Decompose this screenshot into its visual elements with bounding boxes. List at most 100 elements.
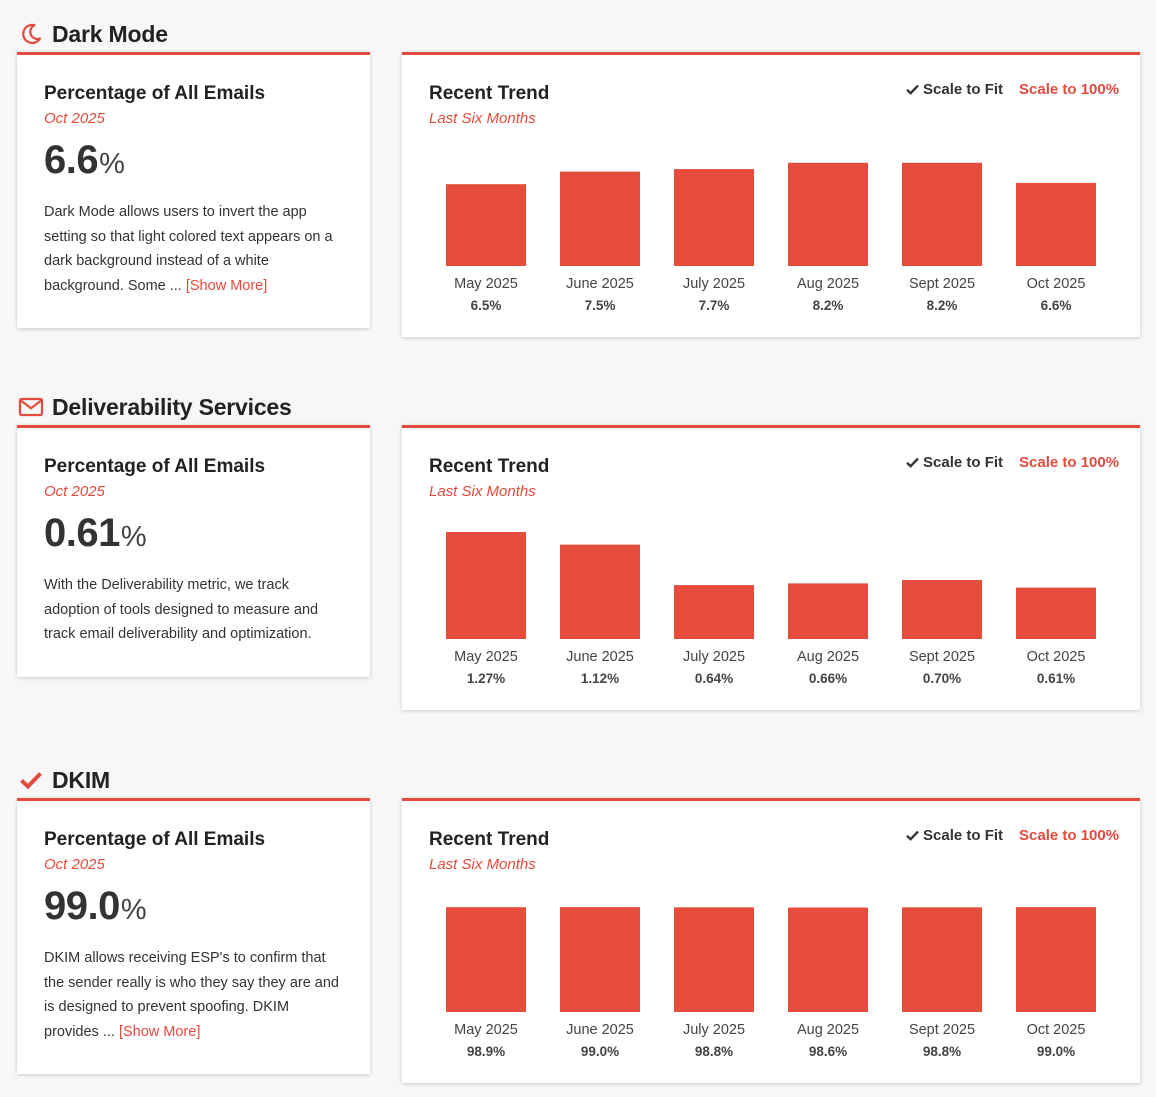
trend-header: Recent Trend Last Six Months bbox=[429, 83, 549, 127]
section-title: DKIM bbox=[52, 766, 110, 793]
description-text: Dark Mode allows users to invert the app… bbox=[44, 204, 333, 294]
section-header: DKIM bbox=[18, 760, 110, 800]
checkmark-icon bbox=[906, 457, 919, 468]
card-subtitle: Oct 2025 bbox=[44, 483, 105, 500]
trend-card: Recent Trend Last Six Months Scale to Fi… bbox=[402, 52, 1140, 337]
summary-card: Percentage of All Emails Oct 2025 0.61% … bbox=[17, 425, 370, 677]
card-title: Percentage of All Emails bbox=[44, 83, 266, 104]
scale-to-fit-label: Scale to Fit bbox=[923, 454, 1004, 471]
checkmark-icon bbox=[18, 767, 44, 793]
bar-1[interactable] bbox=[560, 171, 640, 266]
big-percentage: 6.6% bbox=[44, 138, 343, 186]
scale-to-100-button[interactable]: Scale to 100% bbox=[1019, 81, 1120, 98]
scale-to-fit-button[interactable]: Scale to Fit bbox=[906, 454, 1003, 471]
value-label-4: 8.2% bbox=[927, 298, 958, 313]
bar-0[interactable] bbox=[446, 907, 526, 1012]
bar-4[interactable] bbox=[902, 162, 982, 266]
bar-2[interactable] bbox=[674, 169, 754, 266]
description-text: With the Deliverability metric, we track… bbox=[44, 577, 319, 642]
bar-5[interactable] bbox=[1016, 182, 1096, 266]
value-label-5: 6.6% bbox=[1041, 298, 1072, 313]
section-header: Dark Mode bbox=[18, 14, 168, 54]
card-subtitle: Oct 2025 bbox=[44, 856, 105, 873]
trend-title: Recent Trend bbox=[429, 83, 550, 104]
category-label-5: Oct 2025 bbox=[1027, 1022, 1086, 1038]
bar-2[interactable] bbox=[674, 907, 754, 1012]
category-label-1: June 2025 bbox=[566, 1022, 634, 1038]
section-title: Dark Mode bbox=[52, 20, 168, 47]
category-label-4: Sept 2025 bbox=[909, 276, 975, 292]
bar-4[interactable] bbox=[902, 580, 982, 639]
value-label-3: 98.6% bbox=[809, 1044, 847, 1059]
card-title: Percentage of All Emails bbox=[44, 829, 266, 850]
show-more-link[interactable]: [Show More] bbox=[118, 1023, 201, 1040]
trend-subtitle: Last Six Months bbox=[429, 110, 536, 127]
category-label-0: May 2025 bbox=[454, 649, 518, 665]
value-label-2: 7.7% bbox=[699, 298, 730, 313]
envelope-icon bbox=[18, 394, 44, 420]
big-percentage: 0.61% bbox=[44, 511, 343, 559]
percentage-unit: % bbox=[120, 894, 147, 926]
category-label-3: Aug 2025 bbox=[797, 276, 859, 292]
category-label-0: May 2025 bbox=[454, 276, 518, 292]
trend-title: Recent Trend bbox=[429, 829, 550, 850]
checkmark-icon bbox=[906, 84, 919, 95]
bar-chart-dark-mode: May 2025 6.5% June 2025 7.5% July 2025 7.7% Au… bbox=[446, 162, 1096, 313]
bar-3[interactable] bbox=[788, 583, 868, 639]
percentage-value: 0.61 bbox=[44, 511, 120, 555]
value-label-5: 0.61% bbox=[1037, 671, 1075, 686]
section-title: Deliverability Services bbox=[52, 393, 292, 420]
trend-header: Recent Trend Last Six Months bbox=[429, 829, 549, 873]
bar-chart-deliverability: May 2025 1.27% June 2025 1.12% July 2025 0.64… bbox=[446, 532, 1096, 686]
scale-to-100-button[interactable]: Scale to 100% bbox=[1019, 454, 1120, 471]
section-header: Deliverability Services bbox=[18, 387, 292, 427]
category-label-1: June 2025 bbox=[566, 649, 634, 665]
card-subtitle: Oct 2025 bbox=[44, 110, 105, 127]
category-label-1: June 2025 bbox=[566, 276, 634, 292]
scale-to-fit-button[interactable]: Scale to Fit bbox=[906, 827, 1003, 844]
percentage-unit: % bbox=[99, 148, 125, 180]
scale-to-100-button[interactable]: Scale to 100% bbox=[1019, 827, 1120, 844]
trend-subtitle: Last Six Months bbox=[429, 483, 536, 500]
bar-chart-dkim: May 2025 98.9% June 2025 99.0% July 2025 98.8… bbox=[446, 907, 1096, 1059]
card-description: Dark Mode allows users to invert the app… bbox=[44, 200, 343, 298]
bar-0[interactable] bbox=[446, 184, 526, 266]
scale-to-fit-button[interactable]: Scale to Fit bbox=[906, 81, 1003, 98]
value-label-4: 98.8% bbox=[923, 1044, 961, 1059]
description-text: DKIM allows receiving ESP's to confirm t… bbox=[44, 950, 339, 1040]
category-label-0: May 2025 bbox=[454, 1022, 518, 1038]
percentage-unit: % bbox=[120, 521, 147, 553]
category-label-5: Oct 2025 bbox=[1027, 276, 1086, 292]
card-title: Percentage of All Emails bbox=[44, 456, 266, 477]
card-description: DKIM allows receiving ESP's to confirm t… bbox=[44, 946, 343, 1044]
category-label-2: July 2025 bbox=[683, 649, 745, 665]
summary-card: Percentage of All Emails Oct 2025 6.6% D… bbox=[17, 52, 370, 328]
bar-2[interactable] bbox=[674, 585, 754, 639]
scale-to-fit-label: Scale to Fit bbox=[923, 827, 1004, 844]
bar-1[interactable] bbox=[560, 907, 640, 1012]
show-more-link[interactable]: [Show More] bbox=[185, 277, 268, 294]
big-percentage: 99.0% bbox=[44, 884, 343, 932]
category-label-2: July 2025 bbox=[683, 1022, 745, 1038]
value-label-0: 6.5% bbox=[471, 298, 502, 313]
trend-title: Recent Trend bbox=[429, 456, 550, 477]
bar-1[interactable] bbox=[560, 544, 640, 639]
bar-3[interactable] bbox=[788, 907, 868, 1012]
value-label-0: 98.9% bbox=[467, 1044, 505, 1059]
trend-header: Recent Trend Last Six Months bbox=[429, 456, 549, 500]
value-label-2: 98.8% bbox=[695, 1044, 733, 1059]
category-label-5: Oct 2025 bbox=[1027, 649, 1086, 665]
value-label-3: 0.66% bbox=[809, 671, 847, 686]
category-label-3: Aug 2025 bbox=[797, 1022, 859, 1038]
bar-5[interactable] bbox=[1016, 907, 1096, 1012]
card-description: With the Deliverability metric, we track… bbox=[44, 573, 343, 647]
summary-card: Percentage of All Emails Oct 2025 99.0% … bbox=[17, 798, 370, 1074]
bar-3[interactable] bbox=[788, 162, 868, 266]
value-label-1: 99.0% bbox=[581, 1044, 619, 1059]
value-label-1: 1.12% bbox=[581, 671, 619, 686]
value-label-1: 7.5% bbox=[585, 298, 616, 313]
bar-4[interactable] bbox=[902, 907, 982, 1012]
bar-0[interactable] bbox=[446, 532, 526, 639]
category-label-4: Sept 2025 bbox=[909, 649, 975, 665]
bar-5[interactable] bbox=[1016, 587, 1096, 639]
